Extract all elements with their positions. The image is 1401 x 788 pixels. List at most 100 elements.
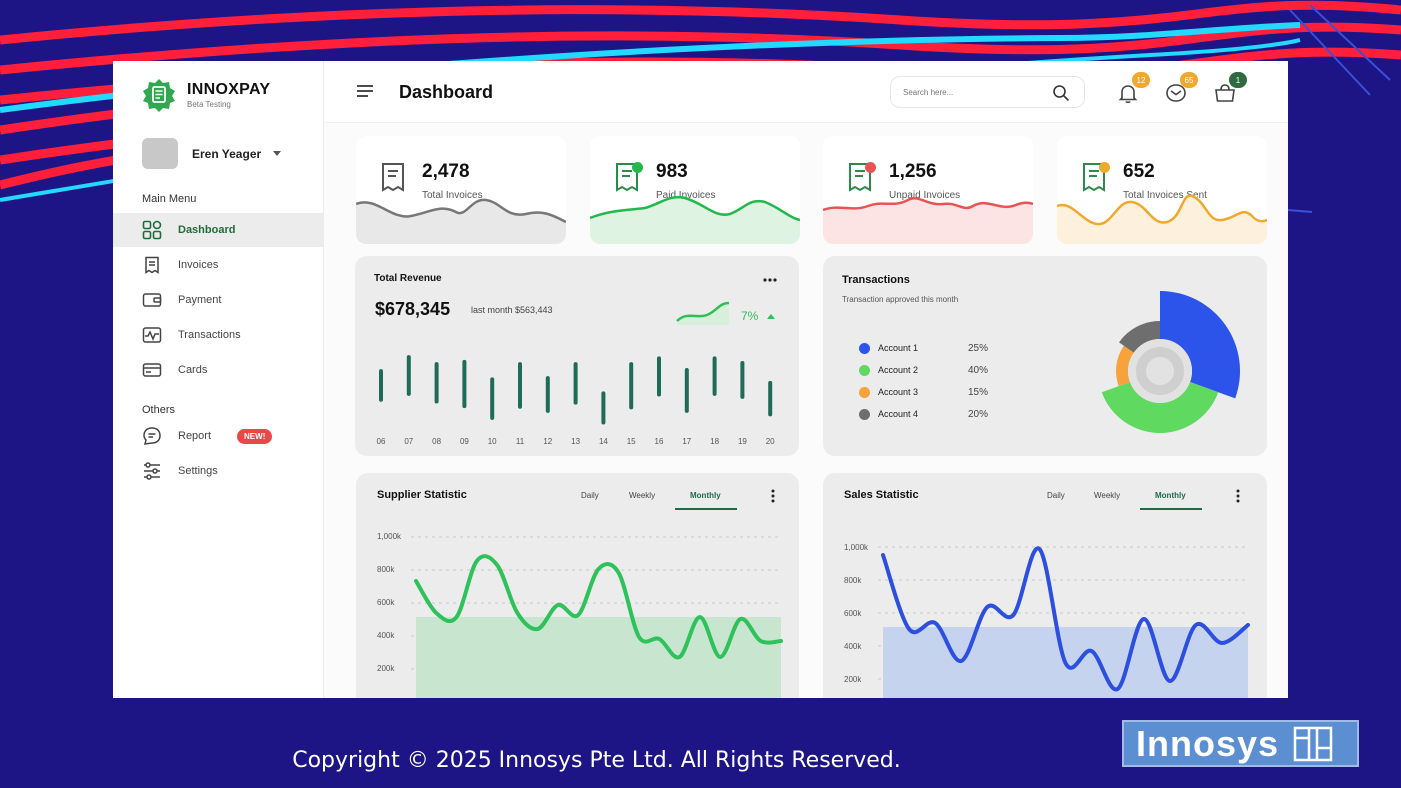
stat-card-paid-invoices[interactable]: 983 Paid Invoices: [590, 136, 800, 244]
sidebar-item-label: Payment: [178, 294, 222, 306]
donut-slice: [1160, 291, 1240, 399]
legend-item-account-2: Account 2 40%: [859, 363, 988, 377]
stat-label: Total Invoices: [422, 190, 483, 201]
arrow-up-icon: [767, 314, 775, 319]
messages-button[interactable]: 65: [1164, 72, 1198, 105]
y-tick: 1,000k: [377, 532, 402, 541]
legend-item-account-4: Account 4 20%: [859, 407, 988, 421]
x-tick-label: 07: [404, 437, 413, 446]
sidebar-item-invoices[interactable]: Invoices: [113, 248, 324, 282]
main-content: 2,478 Total Invoices 983 Paid Invoices: [324, 123, 1288, 698]
sidebar-item-label: Cards: [178, 364, 208, 376]
legend-percent: 40%: [968, 364, 989, 376]
card-icon: [142, 360, 162, 380]
tab-monthly[interactable]: Monthly: [690, 491, 721, 500]
sidebar-item-payment[interactable]: Payment: [113, 283, 324, 317]
transactions-panel: Transactions Transaction approved this m…: [823, 256, 1267, 456]
active-tab-indicator: [1140, 508, 1202, 510]
y-tick: 400k: [377, 631, 395, 640]
receipt-icon: [142, 255, 162, 275]
x-tick-label: 06: [377, 437, 386, 446]
donut-slice: [1119, 321, 1160, 353]
y-tick: 1,000k: [844, 543, 869, 552]
x-tick-label: 10: [488, 437, 497, 446]
x-tick-label: 08: [432, 437, 441, 446]
activity-icon: [142, 325, 162, 345]
donut-inner-ring: [1136, 347, 1184, 395]
notifications-button[interactable]: 12: [1116, 72, 1150, 105]
tab-daily[interactable]: Daily: [581, 491, 599, 500]
tab-weekly[interactable]: Weekly: [629, 491, 656, 500]
search-box: [890, 76, 1085, 108]
revenue-change: 7%: [741, 309, 759, 323]
new-badge: NEW!: [237, 428, 273, 444]
blue-lines: [1287, 4, 1391, 213]
notifications-count: 12: [1132, 72, 1150, 88]
tab-daily[interactable]: Daily: [1047, 491, 1065, 500]
active-tab-indicator: [675, 508, 737, 510]
more-vertical-icon[interactable]: [765, 488, 781, 504]
stat-value: 1,256: [889, 161, 937, 182]
status-dot: [865, 162, 876, 173]
stat-card-invoices-sent[interactable]: 652 Total Invoices Sent: [1057, 136, 1267, 244]
x-tick-label: 16: [655, 437, 664, 446]
donut-slice: [1116, 345, 1134, 387]
x-tick-label: 18: [710, 437, 719, 446]
legend-name: Account 1: [878, 343, 919, 353]
panel-title: Sales Statistic: [844, 489, 919, 501]
sidebar-item-dashboard[interactable]: Dashboard: [113, 213, 324, 247]
legend-name: Account 3: [878, 387, 919, 397]
sparkline-chart: [356, 198, 566, 244]
x-tick-label: 11: [516, 437, 525, 446]
sidebar-item-label: Transactions: [178, 329, 241, 341]
copyright-text: Copyright © 2025 Innosys Pte Ltd. All Ri…: [292, 748, 901, 773]
cart-button[interactable]: 1: [1213, 72, 1247, 105]
legend-item-account-1: Account 1 25%: [859, 341, 988, 355]
search-icon[interactable]: [1052, 84, 1070, 102]
more-horizontal-icon[interactable]: [762, 272, 778, 288]
legend-dot: [859, 342, 870, 354]
messages-count: 65: [1180, 72, 1198, 88]
hamburger-menu-icon[interactable]: [356, 83, 374, 99]
chat-icon: [142, 426, 162, 446]
x-tick-label: 19: [738, 437, 747, 446]
tab-weekly[interactable]: Weekly: [1094, 491, 1121, 500]
search-input[interactable]: [903, 87, 1043, 97]
panel-title: Transactions: [842, 274, 910, 286]
sidebar-item-cards[interactable]: Cards: [113, 353, 324, 387]
user-menu[interactable]: Eren Yeager: [142, 138, 282, 169]
sparkline-chart: [590, 195, 800, 244]
x-tick-label: 20: [766, 437, 775, 446]
y-tick: 600k: [844, 609, 862, 618]
x-tick-label: 14: [599, 437, 608, 446]
donut-slice: [1101, 381, 1219, 433]
sales-statistic-panel: Sales Statistic Daily Weekly Monthly 1,0…: [823, 473, 1267, 698]
trend-sparkline: [676, 301, 730, 325]
legend-percent: 20%: [968, 408, 989, 420]
stat-value: 2,478: [422, 161, 470, 182]
stat-card-total-invoices[interactable]: 2,478 Total Invoices: [356, 136, 566, 244]
y-tick: 800k: [377, 565, 395, 574]
x-tick-label: 09: [460, 437, 469, 446]
sidebar-item-transactions[interactable]: Transactions: [113, 318, 324, 352]
innosys-logo-icon: [1293, 726, 1333, 761]
sparkline-chart: [1057, 194, 1267, 244]
wallet-icon: [142, 290, 162, 310]
receipt-icon: [382, 163, 404, 192]
sidebar-item-label: Settings: [178, 465, 218, 477]
innosys-logo: Innosys: [1122, 720, 1359, 767]
brand-logo-icon: [143, 79, 175, 112]
legend-percent: 25%: [968, 342, 989, 354]
sidebar-item-settings[interactable]: Settings: [113, 454, 324, 488]
y-tick: 600k: [377, 598, 395, 607]
x-tick-label: 17: [682, 437, 691, 446]
more-vertical-icon[interactable]: [1230, 488, 1246, 504]
sidebar-item-report[interactable]: Report NEW!: [113, 419, 324, 453]
brand[interactable]: INNOXPAY Beta Testing: [141, 77, 270, 113]
area-fill: [416, 617, 781, 698]
status-dot: [1099, 162, 1110, 173]
stat-value: 983: [656, 161, 688, 182]
sidebar-item-label: Invoices: [178, 259, 219, 271]
tab-monthly[interactable]: Monthly: [1155, 491, 1186, 500]
stat-card-unpaid-invoices[interactable]: 1,256 Unpaid Invoices: [823, 136, 1033, 244]
